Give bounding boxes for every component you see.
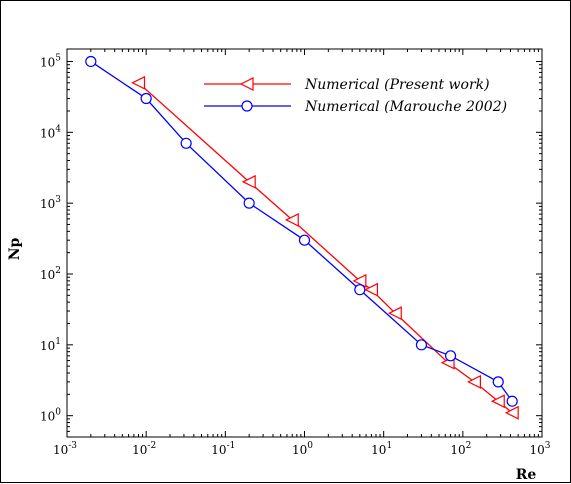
data-point (355, 285, 365, 295)
data-point (468, 376, 480, 388)
series-line (138, 83, 512, 413)
x-tick-label: 103 (529, 441, 550, 457)
data-point (507, 396, 517, 406)
y-tick-label: 105 (40, 53, 61, 69)
y-tick-label: 101 (40, 337, 61, 353)
legend-marker (242, 101, 252, 111)
data-point (493, 377, 503, 387)
data-point (244, 198, 254, 208)
y-tick-label: 102 (40, 266, 61, 282)
data-point (132, 77, 144, 89)
legend-label: Numerical (Present work) (304, 77, 490, 93)
legend: Numerical (Present work) Numerical (Marou… (204, 77, 507, 115)
y-tick-label: 104 (40, 124, 61, 140)
data-point (416, 340, 426, 350)
series-1 (132, 77, 518, 419)
data-point (181, 138, 191, 148)
y-tick-label: 103 (40, 195, 61, 211)
legend-marker (241, 78, 253, 90)
x-tick-label: 100 (292, 441, 313, 457)
data-point (141, 94, 151, 104)
data-point (365, 284, 377, 296)
legend-label: Numerical (Marouche 2002) (304, 99, 507, 115)
x-axis-title: Re (516, 467, 537, 483)
x-tick-label: 10-1 (211, 441, 235, 457)
x-tick-label: 10-2 (132, 441, 156, 457)
data-point (446, 351, 456, 361)
y-axis-title: Np (7, 238, 23, 261)
x-tick-label: 10-3 (53, 441, 77, 457)
x-tick-label: 101 (371, 441, 392, 457)
y-tick-label: 100 (40, 408, 61, 424)
data-point (86, 56, 96, 66)
x-tick-label: 102 (450, 441, 471, 457)
data-point (300, 235, 310, 245)
